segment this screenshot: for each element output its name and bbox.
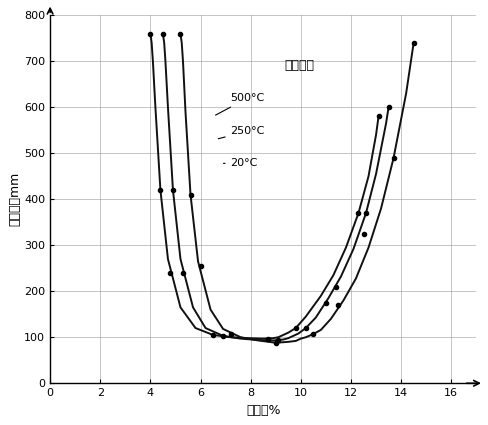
Text: 初期温度: 初期温度 [285, 60, 315, 72]
Y-axis label: 水銀圧力mm: 水銀圧力mm [8, 172, 21, 227]
Text: 20°C: 20°C [224, 159, 258, 168]
Text: 500°C: 500°C [216, 93, 265, 115]
X-axis label: メタン%: メタン% [246, 404, 281, 416]
Text: 250°C: 250°C [218, 126, 265, 139]
